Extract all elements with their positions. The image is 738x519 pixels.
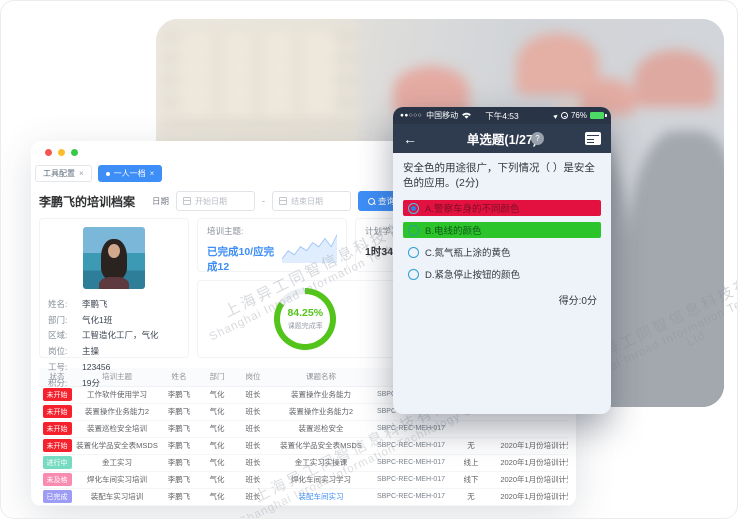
course-name: 装置操作业务能力2: [271, 403, 371, 421]
status-badge: 未开始: [42, 439, 72, 452]
date-label: 日期: [152, 196, 170, 206]
phone-status-bar: ●●○○○ 中国移动 下午4:53 76%: [393, 107, 611, 124]
radio-icon: [408, 202, 419, 214]
course-name[interactable]: 装配车间实习: [271, 488, 371, 506]
option-B[interactable]: B.电线的颜色: [403, 222, 601, 239]
donut-chart: 84.25% 课题完成率: [274, 288, 337, 350]
question-text: 安全色的用途很广，下列情况（ ）是安全色的应用。(2分): [403, 162, 595, 190]
clock-label: 下午4:53: [485, 110, 519, 121]
search-icon: [368, 197, 376, 205]
status-badge: 未及格: [42, 473, 72, 486]
phone-screenshot: ●●○○○ 中国移动 下午4:53 76% ← 单选题(1/27) ? 安全色的…: [393, 107, 611, 414]
profile-card: 姓名: 李鹏飞 部门: 气化1班区域: 工智造化工厂，气化 岗位: 主操工号: 123456 积…: [39, 218, 189, 388]
course-name: 装置巡检安全: [271, 420, 371, 438]
maximize-window-button[interactable]: [71, 148, 78, 156]
wifi-icon: [462, 112, 472, 119]
profile-field: 区域: 工智造化工厂，气化: [48, 330, 159, 341]
topic-label: 培训主题:: [207, 226, 244, 236]
profile-field: 部门: 气化1班: [48, 314, 113, 325]
column-header: 部门: [199, 368, 235, 387]
question-title: 单选题(1/27): [466, 133, 538, 147]
orientation-lock-icon: [560, 112, 568, 119]
plan-label: 计划学习时长: [365, 226, 417, 236]
question-body: 安全色的用途很广，下列情况（ ）是安全色的应用。(2分) A.警察车身的不同颜色…: [393, 153, 611, 315]
option-A[interactable]: A.警察车身的不同颜色: [403, 200, 601, 217]
signal-dots-icon: ●●○○○: [400, 112, 423, 119]
profile-field: 工号: 123456: [48, 361, 111, 372]
topic-sparkline-chart: [281, 234, 337, 263]
donut-percent: 84.25%: [287, 307, 324, 319]
avatar-face: [108, 244, 120, 258]
tab-2[interactable]: 一人一档 ×: [97, 165, 163, 182]
radio-icon: [408, 268, 419, 280]
phone-nav-bar: ← 单选题(1/27) ?: [393, 124, 611, 153]
location-icon: [553, 112, 559, 119]
option-C[interactable]: C.氮气瓶上涂的黄色: [403, 244, 601, 260]
tab-bar: 工具配置 × 一人一档 ×: [31, 163, 576, 186]
status-badge: 未开始: [42, 405, 72, 418]
column-header: 岗位: [235, 368, 271, 387]
course-name: 焊化车间实习学习: [271, 471, 371, 489]
column-header: 姓名: [159, 368, 199, 387]
column-header: 状态: [39, 368, 75, 387]
table-row: 未开始 装置巡检安全培训 李鹏飞 气化 班长 装置巡检安全 SBPC-REC-MEH-017: [39, 420, 568, 438]
table-row: 未及格 焊化车间实习培训 李鹏飞 气化 班长 焊化车间实习学习 SBPC-REC-MEH-0…: [39, 471, 568, 489]
filter-toolbar: 李鹏飞的培训档案 日期 - 查询: [31, 186, 576, 218]
topic-value: 已完成10/应完成12: [207, 246, 275, 273]
carrier-label: 中国移动: [426, 111, 459, 120]
course-name: 装置化学品安全表MSDS: [271, 437, 371, 455]
table-row: 进行中 金工实习 李鹏飞 气化 班长 金工实习实操课 SBPC-REC-MEH-017 线上 2…: [39, 454, 568, 472]
answer-sheet-icon[interactable]: [585, 132, 601, 145]
profile-field: 姓名: 李鹏飞: [48, 299, 108, 309]
profile-fields: 姓名: 李鹏飞 部门: 气化1班区域: 工智造化工厂，气化 岗位: 主操工号: 123456 积…: [48, 297, 180, 391]
battery-percent-label: 76%: [570, 111, 587, 120]
column-header: 培训主题: [75, 368, 159, 387]
option-D[interactable]: D.紧急停止按钮的颜色: [403, 266, 601, 282]
options-list: A.警察车身的不同颜色 B.电线的颜色 C.氮气瓶上涂的黄色 D.紧急停止按钮的颜色: [403, 200, 601, 282]
training-topic-card: 培训主题: 已完成10/应完成12: [197, 218, 347, 273]
active-dot-icon: [105, 171, 110, 176]
profile-field: 岗位: 主操: [48, 346, 100, 357]
status-badge: 未开始: [42, 422, 72, 435]
avatar: [83, 227, 145, 289]
course-name: 金工实习实操课: [271, 454, 371, 472]
column-header: 课题名称: [271, 368, 371, 387]
close-tab-icon[interactable]: ×: [149, 169, 155, 178]
avatar-shirt: [99, 277, 129, 289]
help-icon[interactable]: ?: [531, 132, 544, 145]
tab-1[interactable]: 工具配置 ×: [35, 165, 92, 182]
radio-icon: [408, 246, 419, 258]
radio-icon: [408, 224, 419, 236]
battery-icon: [590, 112, 607, 119]
end-date-input[interactable]: [272, 191, 352, 211]
calendar-icon: [279, 197, 288, 205]
course-name: 装置操作业务能力: [271, 386, 371, 404]
date-range-separator: -: [262, 196, 266, 206]
close-window-button[interactable]: [45, 148, 52, 156]
window-titlebar: [31, 141, 576, 163]
calendar-icon: [183, 197, 192, 205]
page-title: 李鹏飞的培训档案: [39, 194, 136, 209]
minimize-window-button[interactable]: [58, 148, 65, 156]
status-badge: 未开始: [42, 388, 72, 401]
profile-field: 积分: 19分: [48, 377, 100, 388]
close-tab-icon[interactable]: ×: [79, 169, 84, 178]
back-arrow-icon[interactable]: ←: [403, 130, 417, 147]
status-badge: 已完成: [42, 490, 72, 503]
table-row: 未开始 装置化学品安全表MSDS 李鹏飞 气化 班长 装置化学品安全表MSDS SBPC-R…: [39, 437, 568, 455]
status-badge: 进行中: [42, 456, 72, 469]
table-row: 已完成 装配车实习培训 李鹏飞 气化 班长 装配车间实习 SBPC-REC-MEH-017 无…: [39, 488, 568, 506]
donut-label: 课题完成率: [287, 323, 323, 330]
start-date-input[interactable]: [176, 191, 256, 211]
score-label: 得分:0分: [558, 296, 597, 308]
